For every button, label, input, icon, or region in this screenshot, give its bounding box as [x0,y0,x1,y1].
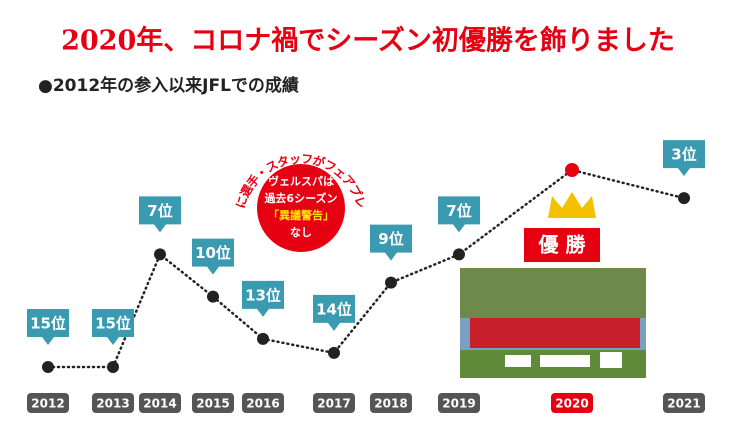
annotation-line: なし [290,226,312,239]
chart-title: 2020年、コロナ禍でシーズン初優勝を飾りました [61,25,675,57]
value-label-box [663,140,705,177]
point [385,276,397,289]
point [207,290,219,303]
x-tick-box [313,393,355,413]
point [257,332,269,345]
x-tick-box [663,393,705,413]
crown-icon [548,192,596,218]
point [678,192,690,205]
value-label: 15位 [95,315,131,333]
x-tick-label: 2014 [143,397,176,411]
annotation-line: ヴェルスパは [268,174,334,188]
value-label-box [313,294,355,331]
x-tick-box [139,393,181,413]
value-label: 14位 [316,300,352,318]
value-label-box [139,196,181,233]
x-tick-label: 2016 [246,397,279,411]
x-tick-box [438,393,480,413]
point [154,248,166,261]
value-label: 優 勝 [538,233,587,257]
x-tick-box [370,393,412,413]
point [107,361,119,373]
value-label: 10位 [195,244,231,262]
x-tick-label: 2015 [196,397,229,411]
x-tick-label: 2013 [96,397,129,411]
point [328,346,340,359]
value-label-box [370,224,412,261]
point [453,248,465,261]
x-tick-box [27,393,69,413]
x-tick-box [242,393,284,413]
point [42,361,54,373]
value-label-box [438,196,480,233]
x-tick-label: 2021 [667,397,700,411]
annotation-line: 「異議警告」 [268,208,334,222]
point [565,163,579,177]
value-label: 13位 [245,286,281,304]
value-label-box [27,309,69,345]
value-label: 3位 [671,146,696,164]
x-tick-box [92,393,134,413]
annotation-line: 過去6シーズン [263,191,337,205]
value-label-box [92,309,134,345]
chart-subtitle: ●2012年の参入以来JFLでの成績 [38,75,299,96]
x-tick-label: 2012 [31,397,64,411]
annotation-badge [257,164,345,252]
x-tick-box [192,393,234,413]
x-tick-label: 2018 [374,397,407,411]
value-label-box [242,280,284,317]
x-tick-label: 2019 [442,397,475,411]
value-label: 7位 [446,202,471,220]
value-label: 15位 [30,315,66,333]
photo [460,268,646,378]
x-tick-label: 2020 [555,397,588,411]
value-label-box [524,228,600,262]
x-tick-box [551,393,593,413]
value-label: 9位 [378,230,403,248]
line [46,168,686,369]
value-label-box [192,238,234,275]
value-label: 7位 [147,202,172,220]
x-tick-label: 2017 [317,397,350,411]
